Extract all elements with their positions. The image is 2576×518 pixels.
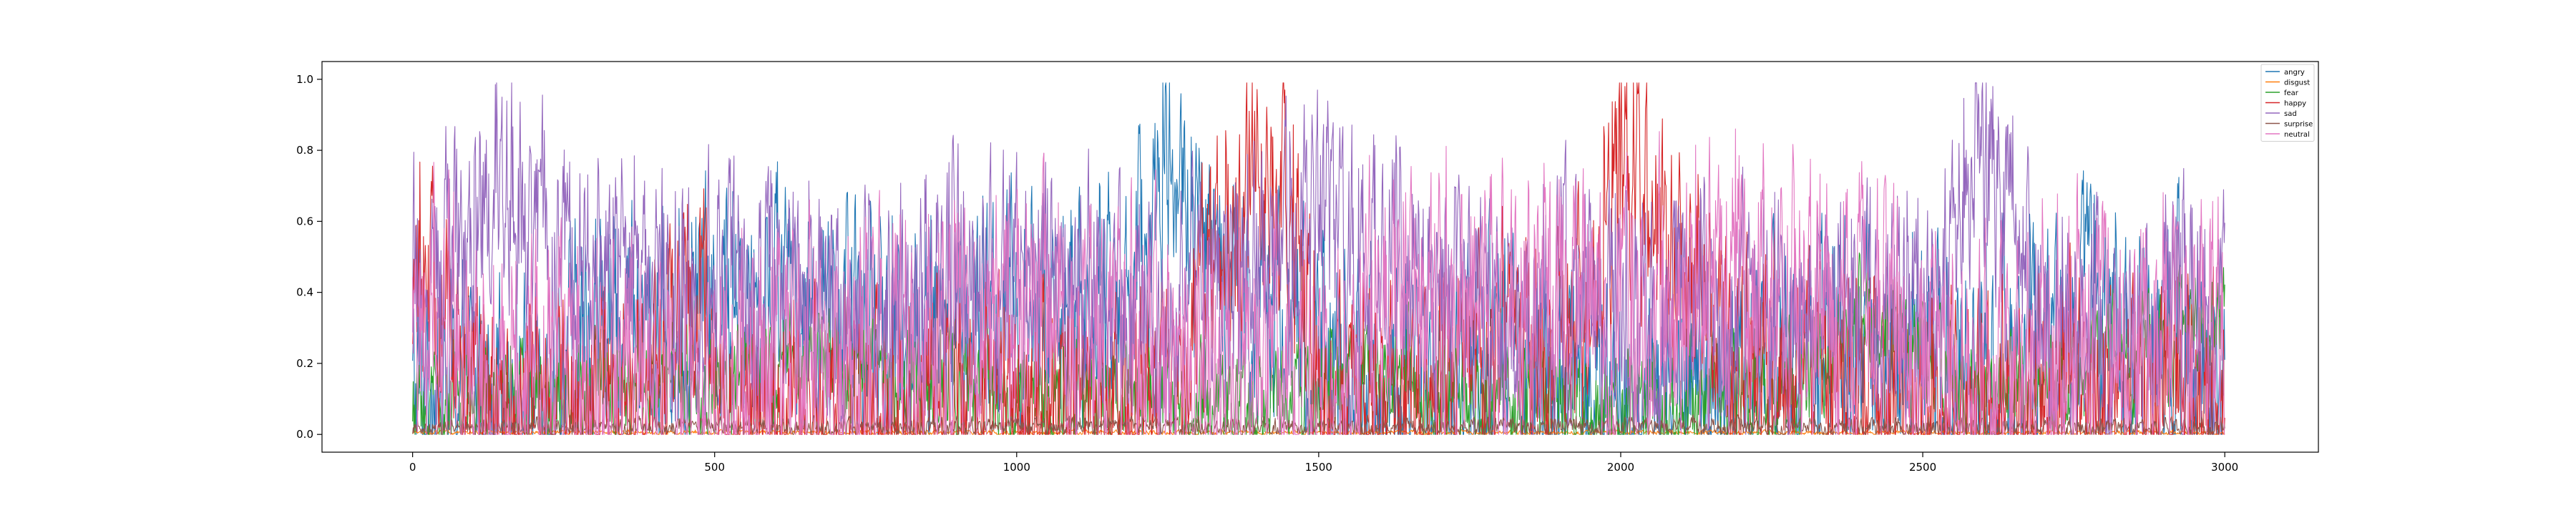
legend-label-neutral: neutral [2284,131,2310,139]
y-tick-label: 1.0 [296,73,313,86]
y-tick-label: 0.4 [296,286,313,299]
x-tick-label: 2500 [1909,461,1936,474]
series-layer [412,82,2225,435]
x-tick-label: 2000 [1607,461,1634,474]
ticks-layer: 0 500 1000 1500 2000 2500 3000 0.0 0.2 0.4 0.6 0.8 1… [296,73,2238,474]
y-tick-label: 0.2 [296,357,313,370]
x-tick-label: 1000 [1003,461,1030,474]
y-tick-label: 0.6 [296,215,313,228]
plot-frame [321,61,2319,453]
y-tick-label: 0.8 [296,144,313,157]
legend-label-fear: fear [2284,89,2299,97]
y-tick-label: 0.0 [296,428,313,441]
legend-label-angry: angry [2284,69,2305,77]
legend-label-sad: sad [2284,110,2297,118]
legend-label-surprise: surprise [2284,121,2313,129]
legend-label-disgust: disgust [2284,79,2310,87]
x-tick-label: 3000 [2211,461,2238,474]
series-line-neutral [412,128,2225,435]
x-tick-label: 500 [704,461,725,474]
legend-label-happy: happy [2284,100,2306,108]
x-tick-label: 1500 [1305,461,1332,474]
x-tick-label: 0 [409,461,416,474]
legend: angry disgust fear happy sad surprise neutral [2260,64,2315,142]
legend-box [2260,64,2315,142]
